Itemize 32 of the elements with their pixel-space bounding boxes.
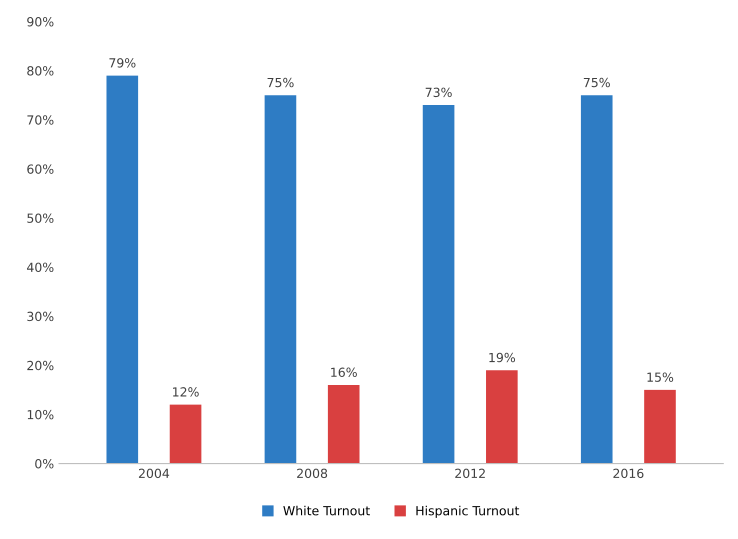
- data-label: 19%: [489, 352, 516, 362]
- bar: [644, 390, 676, 464]
- y-tick-label: 40%: [27, 262, 54, 272]
- x-tick-label: 2008: [297, 468, 328, 478]
- x-tick-label: 2004: [138, 468, 170, 478]
- y-tick-label: 10%: [28, 410, 54, 420]
- bar: [328, 384, 360, 464]
- y-tick-label: 80%: [27, 66, 54, 76]
- data-label: 75%: [584, 78, 610, 88]
- y-tick-label: 0%: [35, 459, 54, 468]
- data-label: 16%: [331, 368, 357, 377]
- bar: [486, 370, 518, 464]
- y-tick-label: 20%: [27, 360, 54, 370]
- data-label: 12%: [173, 387, 199, 397]
- bar: [170, 404, 202, 464]
- data-label: 79%: [109, 58, 136, 68]
- y-tick-label: 50%: [27, 213, 54, 223]
- bar: [106, 76, 138, 464]
- y-tick-label: 30%: [27, 312, 54, 322]
- x-tick-label: 2012: [455, 468, 485, 478]
- y-tick-label: 60%: [27, 164, 54, 174]
- legend-label: White Turnout: [283, 506, 370, 516]
- bar: [422, 105, 454, 464]
- y-tick-label: 90%: [27, 17, 54, 26]
- legend-label: Hispanic Turnout: [416, 506, 520, 518]
- data-label: 15%: [647, 372, 674, 382]
- data-label: 73%: [426, 88, 452, 98]
- bar: [580, 95, 613, 464]
- x-tick-label: 2016: [613, 468, 644, 478]
- bar: [264, 95, 296, 464]
- data-label: 75%: [268, 78, 294, 88]
- y-tick-label: 70%: [27, 115, 54, 125]
